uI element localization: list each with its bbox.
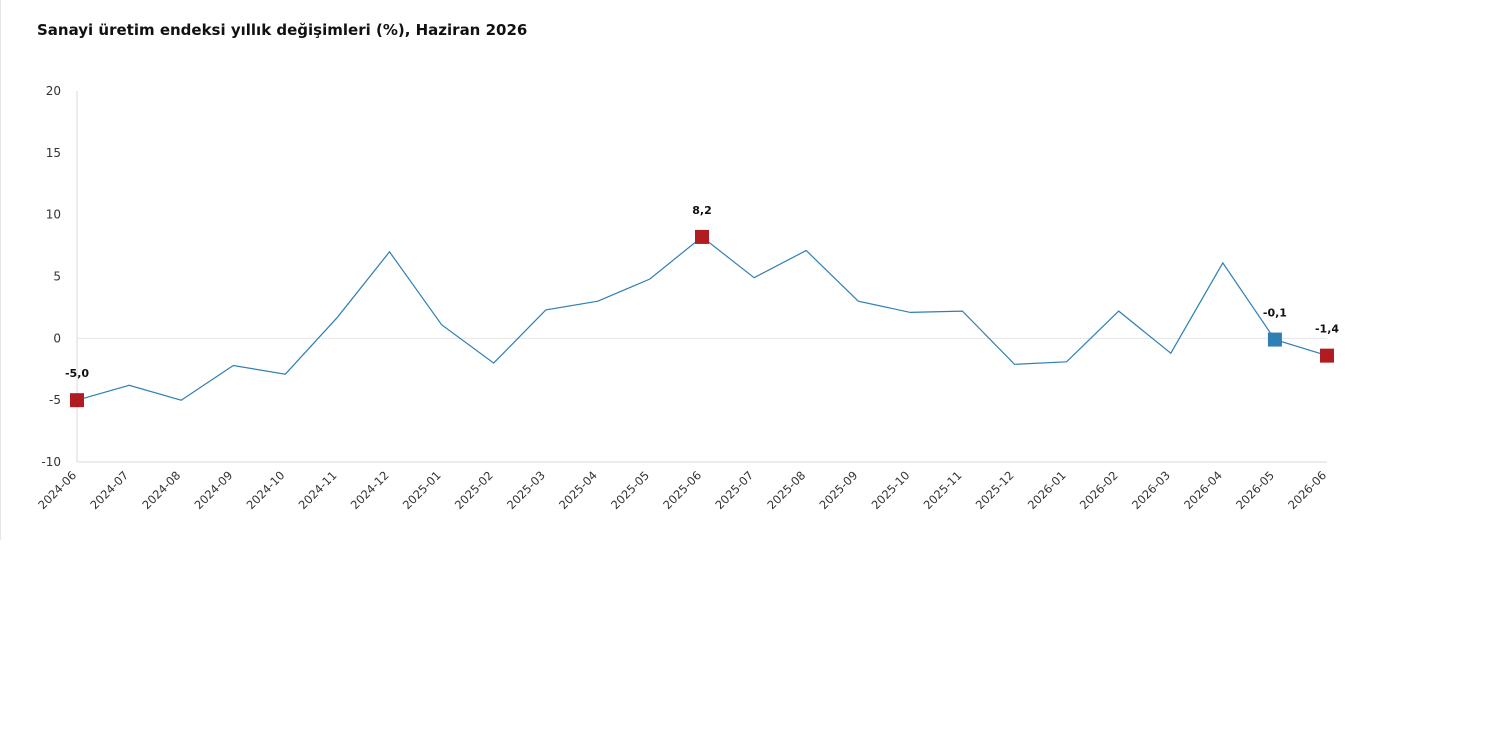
x-tick-label: 2025-08 — [764, 468, 808, 512]
x-tick-label: 2024-07 — [87, 468, 131, 512]
x-tick-label: 2025-02 — [452, 468, 496, 512]
chart-card: Sanayi üretim endeksi yıllık değişimleri… — [0, 0, 1340, 540]
highlight-marker — [1320, 348, 1334, 363]
x-tick-label: 2024-06 — [35, 468, 79, 512]
x-tick-label: 2024-11 — [296, 468, 340, 512]
x-tick-label: 2025-11 — [921, 468, 965, 512]
x-tick-label: 2024-10 — [244, 468, 288, 512]
x-tick-label: 2026-04 — [1181, 468, 1225, 512]
x-tick-label: 2026-06 — [1285, 468, 1329, 512]
x-tick-label: 2025-05 — [608, 468, 652, 512]
data-label: -5,0 — [65, 367, 89, 380]
highlight-marker — [1267, 332, 1282, 347]
x-tick-label: 2026-03 — [1129, 468, 1173, 512]
y-tick-label: 5 — [53, 270, 61, 284]
y-tick-label: 20 — [46, 84, 61, 98]
highlight-marker — [695, 229, 709, 244]
highlight-marker — [70, 393, 84, 408]
x-tick-label: 2025-09 — [816, 468, 860, 512]
x-tick-label: 2026-05 — [1233, 468, 1277, 512]
data-label: -1,4 — [1315, 323, 1339, 336]
x-tick-label: 2025-07 — [712, 468, 756, 512]
y-tick-label: -10 — [41, 455, 61, 469]
series-line — [76, 236, 1328, 401]
data-label: 8,2 — [692, 204, 712, 217]
y-tick-label: 15 — [46, 146, 61, 160]
x-tick-label: 2024-08 — [139, 468, 183, 512]
x-tick-label: 2025-01 — [400, 468, 444, 512]
y-tick-label: 0 — [53, 331, 61, 345]
x-tick-label: 2025-10 — [869, 468, 913, 512]
y-tick-label: 10 — [46, 208, 61, 222]
x-tick-label: 2025-03 — [504, 468, 548, 512]
x-tick-label: 2026-01 — [1025, 468, 1069, 512]
x-tick-label: 2026-02 — [1077, 468, 1121, 512]
y-tick-label: -5 — [49, 393, 61, 407]
x-tick-label: 2024-12 — [348, 468, 392, 512]
chart-title: Sanayi üretim endeksi yıllık değişimleri… — [37, 21, 528, 39]
x-tick-label: 2025-06 — [660, 468, 704, 512]
data-label: -0,1 — [1263, 307, 1287, 320]
x-tick-label: 2024-09 — [191, 468, 235, 512]
x-tick-label: 2025-12 — [973, 468, 1017, 512]
x-tick-label: 2025-04 — [556, 468, 600, 512]
